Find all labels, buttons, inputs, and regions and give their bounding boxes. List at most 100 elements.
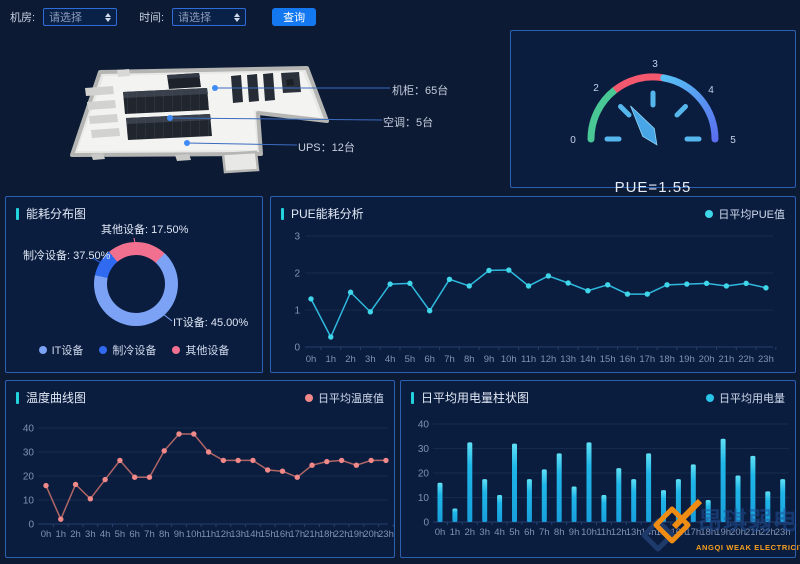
svg-text:20h: 20h <box>363 529 379 540</box>
it-slice-label: IT设备: 45.00% <box>173 317 249 329</box>
svg-text:11h: 11h <box>201 529 216 540</box>
svg-text:13h: 13h <box>230 529 246 540</box>
temperature-curve-panel: 温度曲线图 日平均温度值 0 10 20 30 40 0h 1h 2h 3h 4h 5h 6h 7h 8h… <box>5 380 395 558</box>
ac-count-label: 空调：5台 <box>383 117 434 129</box>
svg-text:16h: 16h <box>620 354 636 365</box>
svg-text:8h: 8h <box>554 527 565 538</box>
svg-text:17h: 17h <box>639 354 655 365</box>
svg-text:20h: 20h <box>699 354 715 365</box>
ups-callout-dot <box>184 140 190 146</box>
pue-legend-item[interactable]: 日平均PUE值 <box>705 206 785 222</box>
svg-text:18h: 18h <box>659 354 675 365</box>
svg-text:5: 5 <box>730 135 736 146</box>
machine-room-illustration <box>70 66 390 174</box>
svg-text:17h: 17h <box>289 529 305 540</box>
svg-text:5h: 5h <box>509 527 520 538</box>
svg-text:19h: 19h <box>715 527 731 538</box>
search-button[interactable]: 查询 <box>272 8 317 26</box>
svg-text:19h: 19h <box>348 529 364 540</box>
legend-item-cooling[interactable]: 制冷设备 <box>99 342 156 358</box>
cabinet-callout-dot <box>212 85 218 91</box>
svg-text:16h: 16h <box>275 529 291 540</box>
svg-text:6h: 6h <box>524 527 535 538</box>
svg-text:0h: 0h <box>41 529 52 540</box>
energy-distribution-panel: 能耗分布图 其他设备: 17.50% 制冷设备: 37.50% IT设备: 45… <box>5 196 263 373</box>
gauge-needle <box>630 105 658 146</box>
energy-donut-chart <box>94 242 178 326</box>
temp-legend-dot <box>305 393 313 402</box>
svg-text:30: 30 <box>418 444 430 455</box>
svg-text:15h: 15h <box>600 354 616 365</box>
svg-text:15h: 15h <box>260 529 276 540</box>
power-legend-dot <box>706 393 714 402</box>
other-slice-label: 其他设备: 17.50% <box>101 224 189 236</box>
power-bar-panel: 日平均用电量柱状图 日平均用电量 0 10 20 30 40 0h 1h 2h 3h 4h 5h 6h… <box>400 380 796 558</box>
svg-text:12h: 12h <box>215 529 231 540</box>
svg-text:20h: 20h <box>730 527 746 538</box>
svg-text:10h: 10h <box>186 529 202 540</box>
svg-text:10h: 10h <box>581 527 597 538</box>
svg-text:0: 0 <box>423 518 429 529</box>
it-legend-dot <box>38 346 47 354</box>
svg-text:22h: 22h <box>334 529 350 540</box>
svg-text:9h: 9h <box>569 527 580 538</box>
spinner-arrows-icon <box>105 12 112 22</box>
svg-text:23h: 23h <box>378 529 394 540</box>
time-select[interactable]: 请选择 <box>172 8 247 26</box>
svg-text:16h: 16h <box>670 527 686 538</box>
svg-text:3h: 3h <box>365 354 376 365</box>
svg-text:20: 20 <box>23 472 35 483</box>
temp-legend-item[interactable]: 日平均温度值 <box>305 390 384 406</box>
svg-text:15h: 15h <box>656 527 672 538</box>
svg-text:5h: 5h <box>115 529 126 540</box>
svg-text:12h: 12h <box>540 354 556 365</box>
svg-text:9h: 9h <box>484 354 495 365</box>
svg-text:40: 40 <box>23 424 35 435</box>
filter-bar: 机房: 请选择 时间: 请选择 查询 <box>10 8 317 26</box>
svg-text:6h: 6h <box>424 354 435 365</box>
svg-text:21h: 21h <box>718 354 734 365</box>
svg-text:23h: 23h <box>775 527 791 538</box>
svg-text:0: 0 <box>294 343 300 354</box>
svg-text:1h: 1h <box>55 529 66 540</box>
svg-text:21h: 21h <box>304 529 320 540</box>
svg-text:2h: 2h <box>465 527 476 538</box>
svg-text:2: 2 <box>294 269 300 280</box>
svg-text:10h: 10h <box>501 354 517 365</box>
pue-value-text: PUE=1.55 <box>614 179 692 196</box>
svg-text:18h: 18h <box>700 527 716 538</box>
svg-text:3: 3 <box>294 232 300 243</box>
svg-text:4h: 4h <box>100 529 111 540</box>
svg-text:0: 0 <box>28 520 34 531</box>
room-select[interactable]: 请选择 <box>43 8 118 26</box>
svg-text:2h: 2h <box>70 529 81 540</box>
legend-item-other[interactable]: 其他设备 <box>172 342 229 358</box>
svg-text:2: 2 <box>593 83 599 94</box>
gauge-axis-labels: 0 2 3 4 5 <box>570 59 736 146</box>
svg-text:7h: 7h <box>144 529 155 540</box>
gauge-ticks <box>604 90 702 142</box>
svg-text:5h: 5h <box>405 354 416 365</box>
svg-text:14h: 14h <box>580 354 596 365</box>
svg-text:8h: 8h <box>464 354 475 365</box>
pue-line-chart: 0 1 2 3 0h 1h 2h 3h 4h 5h 6h 7h 8h 9h 10h 11h 12h 13h 14h 1… <box>294 232 777 365</box>
power-bar-chart: 0 10 20 30 40 0h 1h 2h 3h 4h 5h 6h 7h 8h 9h 10h 11h 12h 13… <box>418 420 791 538</box>
svg-text:12h: 12h <box>611 527 627 538</box>
svg-text:1: 1 <box>294 306 300 317</box>
svg-text:7h: 7h <box>444 354 455 365</box>
svg-text:22h: 22h <box>760 527 776 538</box>
other-legend-dot <box>172 346 181 354</box>
power-legend-item[interactable]: 日平均用电量 <box>706 390 785 406</box>
time-filter-label: 时间: <box>139 12 165 24</box>
svg-text:3: 3 <box>652 59 658 70</box>
svg-text:8h: 8h <box>159 529 170 540</box>
legend-item-it[interactable]: IT设备 <box>38 342 83 358</box>
machine-room-3d-view <box>55 58 400 198</box>
ac-callout-dot <box>167 115 173 121</box>
svg-text:7h: 7h <box>539 527 550 538</box>
svg-text:10: 10 <box>418 493 430 504</box>
svg-text:10: 10 <box>23 496 35 507</box>
panel-title: 日平均用电量柱状图 <box>411 389 529 406</box>
svg-text:21h: 21h <box>745 527 761 538</box>
svg-text:0: 0 <box>570 135 576 146</box>
